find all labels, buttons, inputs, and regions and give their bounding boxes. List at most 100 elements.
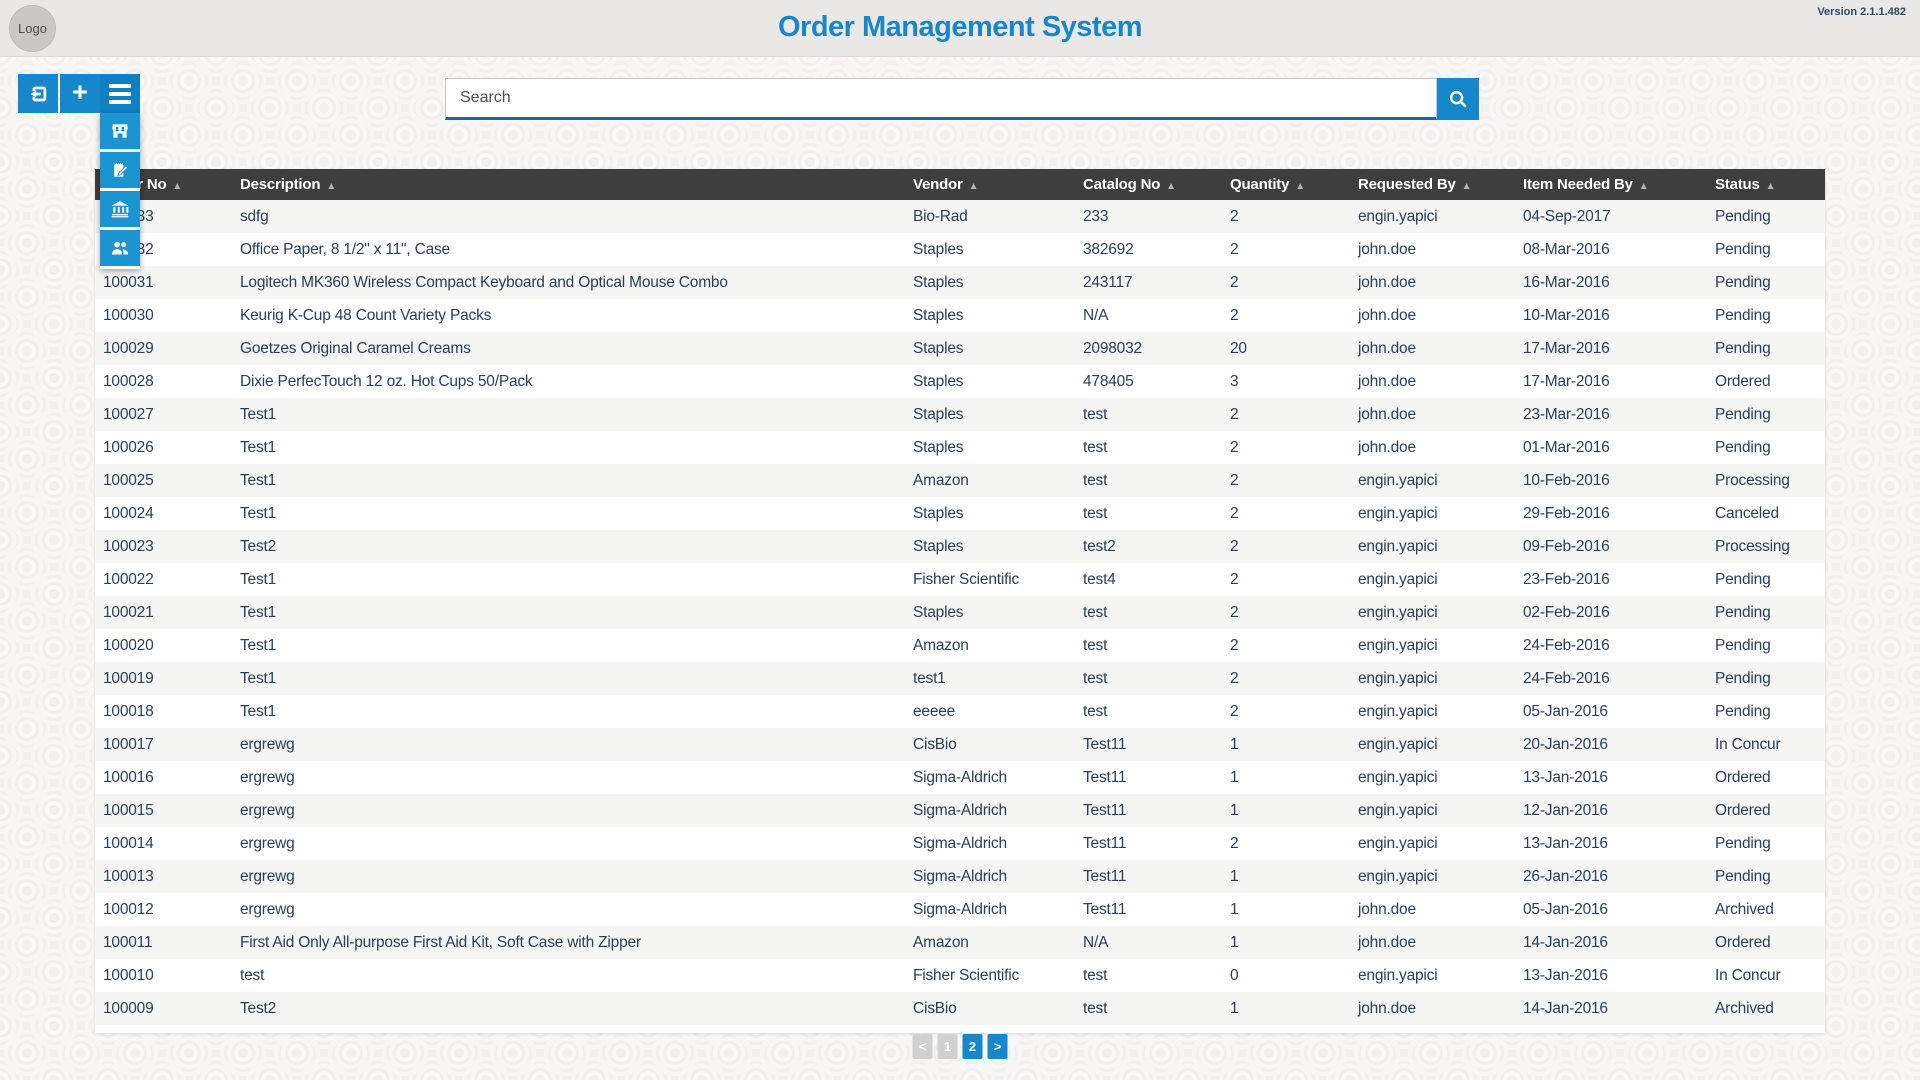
cell-catalog_no: test: [1083, 471, 1108, 489]
cell-requested_by: john.doe: [1358, 339, 1416, 357]
cell-catalog_no: 382692: [1083, 240, 1134, 258]
page-title: Order Management System: [777, 11, 1143, 43]
table-row[interactable]: 100011 First Aid Only All-purpose First A…: [95, 926, 1825, 959]
cell-requested_by: john.doe: [1358, 306, 1416, 324]
table-row[interactable]: 100025 Test1 Amazon test 2 engin.yapici 10-Feb…: [95, 464, 1825, 497]
cell-quantity: 1: [1230, 867, 1239, 885]
cell-vendor: Staples: [913, 438, 964, 456]
cell-status: Pending: [1715, 669, 1771, 687]
column-label: Catalog No: [1083, 176, 1161, 193]
cell-description: Dixie PerfecTouch 12 oz. Hot Cups 50/Pac…: [240, 372, 533, 390]
cell-description: ergrewg: [240, 735, 295, 753]
sort-ascending-icon: ▲: [1295, 181, 1305, 192]
cell-catalog_no: test: [1083, 999, 1108, 1017]
menu-button[interactable]: [100, 74, 140, 113]
cell-description: Test1: [240, 405, 277, 423]
menu-item-store[interactable]: [100, 113, 140, 149]
table-row[interactable]: 100018 Test1 eeeee test 2 engin.yapici 05-Jan-…: [95, 695, 1825, 728]
cell-order_no: 100012: [103, 900, 154, 918]
table-row[interactable]: 100022 Test1 Fisher Scientific test4 2 engin.…: [95, 563, 1825, 596]
cell-order_no: 100022: [103, 570, 154, 588]
cell-vendor: Amazon: [913, 933, 969, 951]
table-row[interactable]: 100033sdfgBio-Rad2332engin.yapici04-Sep-…: [95, 200, 1825, 233]
table-row[interactable]: 100023 Test2 Staples test2 2 engin.yapici 09-F…: [95, 530, 1825, 563]
page-button-2[interactable]: 2: [962, 1034, 983, 1059]
cell-description: Test1: [240, 504, 277, 522]
cell-vendor: test1: [913, 669, 946, 687]
table-row[interactable]: 100029 Goetzes Original Caramel Creams Sta…: [95, 332, 1825, 365]
cell-vendor: Bio-Rad: [913, 207, 968, 225]
search-input[interactable]: [445, 78, 1437, 120]
column-header-description[interactable]: Description ▲: [232, 169, 905, 200]
cell-quantity: 2: [1230, 207, 1239, 225]
table-row[interactable]: 100014 ergrewg Sigma-Aldrich Test11 2 engin.y…: [95, 827, 1825, 860]
table-row[interactable]: 100015 ergrewg Sigma-Aldrich Test11 1 engin.y…: [95, 794, 1825, 827]
column-header-requested_by[interactable]: Requested By ▲: [1350, 169, 1515, 200]
cell-order_no: 100030: [103, 306, 154, 324]
column-label: Requested By: [1358, 176, 1456, 193]
table-row[interactable]: 100028 Dixie PerfecTouch 12 oz. Hot Cups …: [95, 365, 1825, 398]
people-icon: [110, 238, 130, 258]
column-header-item_needed_by[interactable]: Item Needed By ▲: [1515, 169, 1707, 200]
menu-item-users[interactable]: [100, 230, 140, 266]
cell-status: Ordered: [1715, 801, 1771, 819]
cell-catalog_no: test: [1083, 702, 1108, 720]
menu-item-notes[interactable]: [100, 152, 140, 188]
cell-requested_by: john.doe: [1358, 999, 1416, 1017]
menu-item-bank[interactable]: [100, 191, 140, 227]
table-row[interactable]: 100032Office Paper, 8 1/2" x 11", CaseSt…: [95, 233, 1825, 266]
table-row[interactable]: 100026 Test1 Staples test 2 john.doe 01-Mar-20…: [95, 431, 1825, 464]
cell-item_needed_by: 29-Feb-2016: [1523, 504, 1610, 522]
cell-quantity: 2: [1230, 702, 1239, 720]
cell-quantity: 2: [1230, 273, 1239, 291]
table-row[interactable]: 100016 ergrewg Sigma-Aldrich Test11 1 engin.y…: [95, 761, 1825, 794]
page-button->[interactable]: >: [987, 1034, 1008, 1059]
table-row[interactable]: 100030 Keurig K-Cup 48 Count Variety Pack…: [95, 299, 1825, 332]
cell-catalog_no: test4: [1083, 570, 1116, 588]
column-header-vendor[interactable]: Vendor ▲: [905, 169, 1075, 200]
page-button-<[interactable]: <: [912, 1034, 933, 1059]
column-header-quantity[interactable]: Quantity ▲: [1222, 169, 1350, 200]
logo: Logo: [9, 5, 56, 52]
table-row[interactable]: 100031 Logitech MK360 Wireless Compact Ke…: [95, 266, 1825, 299]
hamburger-icon: [109, 83, 131, 104]
table-row[interactable]: 100013 ergrewg Sigma-Aldrich Test11 1 engin.y…: [95, 860, 1825, 893]
column-label: Status: [1715, 176, 1760, 193]
cell-status: In Concur: [1715, 966, 1781, 984]
cell-vendor: CisBio: [913, 735, 957, 753]
column-header-status[interactable]: Status ▲: [1707, 169, 1825, 200]
cell-requested_by: engin.yapici: [1358, 504, 1438, 522]
cell-quantity: 2: [1230, 471, 1239, 489]
cell-order_no: 100009: [103, 999, 154, 1017]
cell-description: ergrewg: [240, 867, 295, 885]
table-row[interactable]: 100010 test Fisher Scientific test 0 engin.ya…: [95, 959, 1825, 992]
cell-requested_by: engin.yapici: [1358, 801, 1438, 819]
cell-item_needed_by: 01-Mar-2016: [1523, 438, 1610, 456]
table-row[interactable]: 100012 ergrewg Sigma-Aldrich Test11 1 john.do…: [95, 893, 1825, 926]
table-row[interactable]: 100021 Test1 Staples test 2 engin.yapici 02-Fe…: [95, 596, 1825, 629]
cell-item_needed_by: 17-Mar-2016: [1523, 372, 1610, 390]
column-header-catalog_no[interactable]: Catalog No ▲: [1075, 169, 1222, 200]
cell-vendor: Staples: [913, 504, 964, 522]
cell-status: Ordered: [1715, 768, 1771, 786]
cell-vendor: CisBio: [913, 999, 957, 1017]
cell-order_no: 100016: [103, 768, 154, 786]
add-order-button[interactable]: +: [60, 74, 100, 113]
cell-status: Archived: [1715, 900, 1774, 918]
nav-dropdown-menu: [100, 113, 140, 269]
table-row[interactable]: 100019 Test1 test1 test 2 engin.yapici 24-Feb-…: [95, 662, 1825, 695]
page-button-1[interactable]: 1: [937, 1034, 958, 1059]
cell-item_needed_by: 05-Jan-2016: [1523, 702, 1608, 720]
table-row[interactable]: 100024 Test1 Staples test 2 engin.yapici 29-Fe…: [95, 497, 1825, 530]
cell-item_needed_by: 04-Sep-2017: [1523, 207, 1611, 225]
table-row[interactable]: 100009 Test2 CisBio test 1 john.doe 14-Jan-201…: [95, 992, 1825, 1025]
table-row[interactable]: 100027 Test1 Staples test 2 john.doe 23-Mar-20…: [95, 398, 1825, 431]
cell-requested_by: john.doe: [1358, 372, 1416, 390]
table-row[interactable]: 100017 ergrewg CisBio Test11 1 engin.yapici 20…: [95, 728, 1825, 761]
logout-button[interactable]: [18, 74, 58, 113]
cell-requested_by: engin.yapici: [1358, 537, 1438, 555]
cell-description: Test1: [240, 603, 277, 621]
table-row[interactable]: 100020 Test1 Amazon test 2 engin.yapici 24-Feb…: [95, 629, 1825, 662]
cell-description: ergrewg: [240, 768, 295, 786]
search-button[interactable]: [1437, 78, 1479, 120]
